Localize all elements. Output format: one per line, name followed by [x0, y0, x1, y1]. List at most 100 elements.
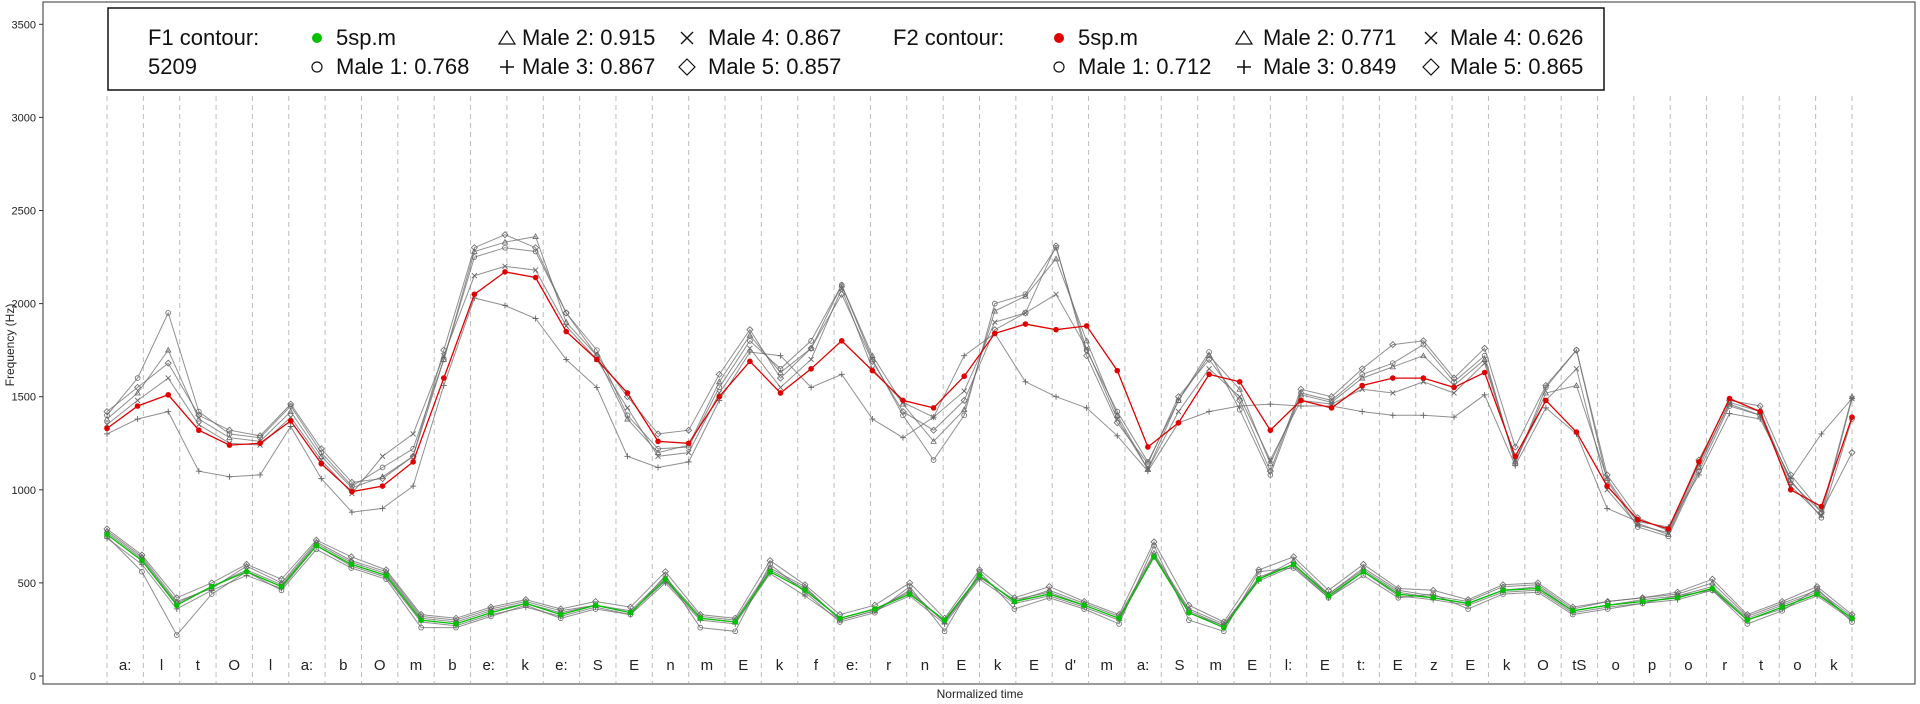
data-point [961, 373, 967, 380]
data-point [134, 383, 142, 391]
data-point [134, 403, 141, 409]
data-point [746, 326, 754, 334]
segment-label: E [956, 657, 966, 674]
data-point [1267, 427, 1274, 434]
segment-label: t [196, 657, 201, 674]
data-point [1114, 432, 1121, 439]
legend-f1-male5: Male 5: 0.857 [708, 54, 841, 79]
segment-label: e: [482, 657, 495, 674]
data-point [165, 408, 172, 415]
data-point [1604, 505, 1611, 512]
legend-box [107, 7, 1605, 91]
legend-f1-swatch-5sp [312, 33, 322, 43]
data-point [1045, 583, 1053, 591]
data-point [134, 375, 141, 381]
data-point [164, 346, 172, 353]
legend-f2-male3: Male 3: 0.849 [1263, 54, 1396, 79]
data-point [1451, 414, 1458, 421]
data-point [1389, 375, 1396, 381]
data-point [1185, 601, 1193, 609]
data-point [1572, 346, 1581, 354]
data-point [1481, 344, 1489, 352]
data-point [655, 438, 661, 445]
data-point [1420, 375, 1427, 381]
data-point [196, 427, 202, 434]
data-point [226, 442, 233, 448]
segment-label: z [1430, 657, 1438, 674]
series-line [106, 234, 1853, 532]
data-point [1708, 575, 1716, 583]
data-point [532, 267, 539, 273]
data-point [624, 453, 631, 460]
data-point [1389, 363, 1397, 370]
data-point [777, 352, 784, 359]
data-point [930, 405, 937, 411]
data-point [807, 344, 815, 351]
segment-label: b [339, 657, 347, 674]
data-point [1205, 355, 1213, 364]
data-point [1511, 443, 1519, 451]
data-point [562, 309, 570, 317]
segment-label: n [666, 657, 674, 674]
data-point [838, 338, 845, 344]
data-point [532, 244, 540, 252]
data-point [777, 390, 784, 396]
data-point [1481, 360, 1488, 367]
data-point [1236, 396, 1244, 404]
data-point [906, 583, 913, 590]
data-point [470, 244, 478, 252]
data-point [557, 611, 564, 618]
data-point [776, 374, 785, 382]
legend-f1-male1: Male 1: 0.768 [336, 54, 469, 79]
data-point [349, 488, 355, 495]
data-point [243, 568, 250, 575]
y-axis-label: Frequency (Hz) [3, 304, 17, 387]
series-line [106, 297, 1853, 528]
data-point [1634, 516, 1641, 523]
data-point [1481, 391, 1488, 398]
data-point [960, 406, 968, 413]
data-point [869, 416, 876, 423]
data-point [941, 628, 948, 635]
data-point [278, 583, 285, 590]
data-point [715, 378, 723, 385]
data-point [1573, 382, 1580, 388]
data-point [1186, 617, 1192, 623]
data-point [1053, 291, 1059, 298]
series-f1-5sp-m [104, 531, 1855, 631]
data-point [838, 285, 845, 292]
data-point [379, 505, 386, 512]
segment-label: m [701, 657, 714, 674]
data-point [746, 331, 754, 338]
data-point [1206, 408, 1213, 415]
data-point [287, 400, 295, 408]
data-point [256, 432, 264, 440]
data-point [1255, 566, 1263, 574]
data-point [1052, 255, 1060, 262]
legend-f1-id: 5209 [148, 54, 197, 79]
series-line [106, 271, 1853, 530]
data-point [139, 568, 145, 575]
data-point [1255, 568, 1262, 575]
data-point [716, 393, 723, 400]
data-point [1787, 475, 1794, 482]
data-point [104, 531, 110, 538]
data-point [1787, 487, 1794, 493]
segment-label: m [410, 657, 423, 674]
y-axis: 0 500 1000 1500 2000 2500 3000 3500 [12, 19, 43, 683]
data-point [1022, 378, 1029, 385]
data-point [1465, 600, 1471, 607]
data-point [906, 591, 913, 597]
data-point [1297, 403, 1304, 410]
data-point [195, 415, 203, 422]
series-line [106, 528, 1853, 623]
data-point [991, 307, 999, 314]
data-point [1328, 405, 1335, 411]
legend-f2-title: F2 contour: [893, 25, 1004, 50]
data-point [808, 365, 814, 372]
data-point [1297, 385, 1305, 393]
data-point [1389, 390, 1396, 396]
data-point [869, 367, 876, 374]
data-point [226, 473, 233, 480]
